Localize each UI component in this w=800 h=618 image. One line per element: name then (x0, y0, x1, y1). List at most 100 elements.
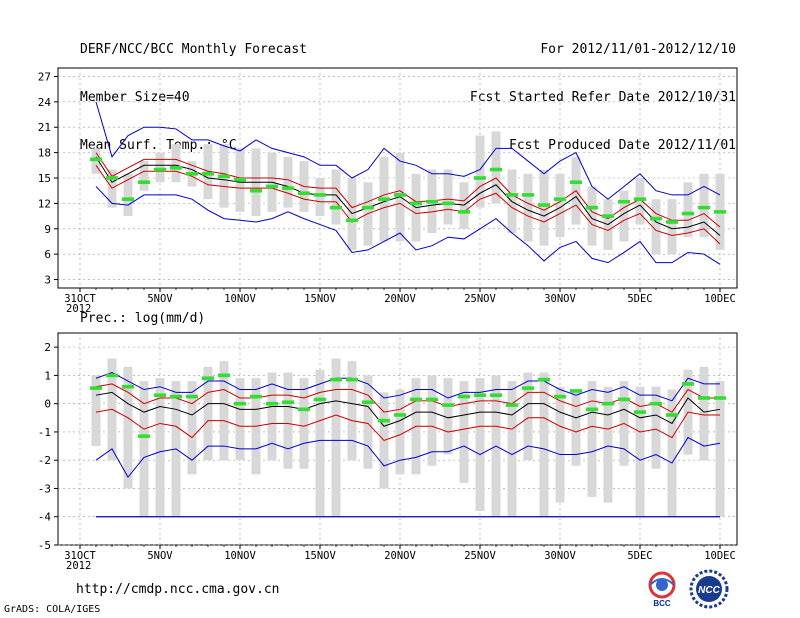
grads-credit: GrADS: COLA/IGES (4, 604, 101, 615)
temp-member-mark (186, 171, 198, 176)
temp-member-mark (570, 180, 582, 185)
prec-member-mark (170, 394, 182, 399)
temp-member-mark (106, 176, 118, 180)
prec-member-mark (314, 397, 326, 402)
temp-member-mark (362, 205, 374, 210)
prec-member-mark (538, 377, 550, 382)
prec-member-mark (154, 393, 166, 397)
temp-member-mark (506, 193, 518, 197)
prec-member-mark (122, 384, 134, 389)
prec-member-mark (250, 394, 262, 399)
temp-member-mark (298, 191, 310, 196)
bcc-logo-text: BCC (653, 599, 671, 608)
temp-xtick-year: 2012 (66, 303, 91, 315)
prec-member-mark (410, 397, 422, 402)
temp-member-mark (218, 174, 230, 179)
temp-member-mark (90, 157, 102, 162)
temp-member-mark (346, 218, 358, 223)
temp-ytick-label: 15 (38, 172, 51, 185)
temp-xtick-label: 15NOV (304, 293, 336, 305)
prec-xtick-label: 20NOV (384, 550, 416, 562)
prec-ytick-label: 1 (44, 369, 51, 382)
temp-ytick-label: 6 (44, 248, 51, 261)
temp-max-line (95, 101, 721, 200)
temp-member-mark (314, 193, 326, 197)
temp-box (651, 199, 661, 255)
prec-member-mark (186, 394, 198, 399)
prec-member-mark (490, 393, 502, 397)
prec-member-mark (282, 400, 294, 405)
prec-member-mark (714, 396, 726, 400)
temp-box (683, 182, 693, 238)
prec-member-mark (618, 397, 630, 402)
member-size: Member Size=40 (80, 90, 190, 105)
temp-member-mark (282, 186, 294, 190)
prec-member-mark (442, 403, 454, 407)
prec-box (587, 381, 597, 497)
prec-member-mark (234, 401, 246, 406)
prec-box (523, 372, 533, 461)
temp-member-mark (602, 214, 614, 218)
temp-member-mark (698, 205, 710, 210)
prec-box (539, 372, 549, 517)
prec-ytick-label: 0 (44, 398, 51, 411)
start-date: Fcst Started Refer Date 2012/10/31 (469, 90, 736, 105)
prec-box (699, 366, 709, 461)
temp-box (331, 169, 341, 225)
prec-box (299, 378, 309, 469)
temp-member-mark (682, 211, 694, 216)
temp-member-mark (522, 193, 534, 197)
prec-member-mark (602, 401, 614, 406)
temp-box (283, 156, 293, 208)
prec-box (507, 381, 517, 517)
temp-box (587, 186, 597, 246)
prec-box (331, 358, 341, 517)
temp-xtick-label: 10NOV (224, 293, 256, 305)
temp-member-mark (554, 197, 566, 201)
temp-member-mark (394, 193, 406, 197)
temp-xtick-label: 25NOV (464, 293, 496, 305)
prec-box (155, 378, 165, 517)
prec-member-mark (90, 386, 102, 390)
prec-xtick-label: 5DEC (627, 550, 652, 562)
prec-member-mark (586, 407, 598, 412)
prec-ytick-label: -3 (38, 482, 51, 495)
prec-box (219, 361, 229, 461)
prec-ytick-label: -1 (38, 426, 51, 439)
prec-box (203, 366, 213, 461)
temp-ytick-label: 3 (44, 274, 51, 287)
prec-ytick-label: -5 (38, 539, 51, 552)
temp-member-mark (666, 220, 678, 224)
prec-ytick-label: 2 (44, 341, 51, 354)
prec-member-mark (218, 373, 230, 378)
website-url[interactable]: http://cmdp.ncc.cma.gov.cn (76, 582, 280, 597)
prec-lower-line (95, 408, 720, 441)
temp-member-mark (202, 171, 214, 176)
prec-box (347, 361, 357, 461)
prec-box (395, 389, 405, 475)
prec-member-mark (698, 396, 710, 400)
prec-ytick-label: -2 (38, 454, 51, 467)
prec-member-mark (522, 386, 534, 390)
temp-box (475, 135, 485, 208)
temp-upper-line (95, 152, 721, 228)
temp-member-mark (458, 210, 470, 214)
prec-member-mark (106, 373, 118, 378)
prec-frame (57, 332, 738, 546)
prec-box (667, 389, 677, 517)
prec-box (715, 381, 725, 517)
prec-upper-line (95, 383, 720, 413)
temp-member-mark (426, 199, 438, 204)
ncc-logo-text: NCC (698, 585, 720, 596)
prec-box (363, 375, 373, 469)
temp-member-mark (330, 205, 342, 210)
prec-member-mark (474, 393, 486, 397)
prec-box (139, 381, 149, 517)
temp-box (667, 199, 677, 255)
temp-box (171, 144, 181, 183)
prec-box (283, 372, 293, 469)
prec-member-mark (570, 389, 582, 393)
temp-member-mark (250, 188, 262, 193)
